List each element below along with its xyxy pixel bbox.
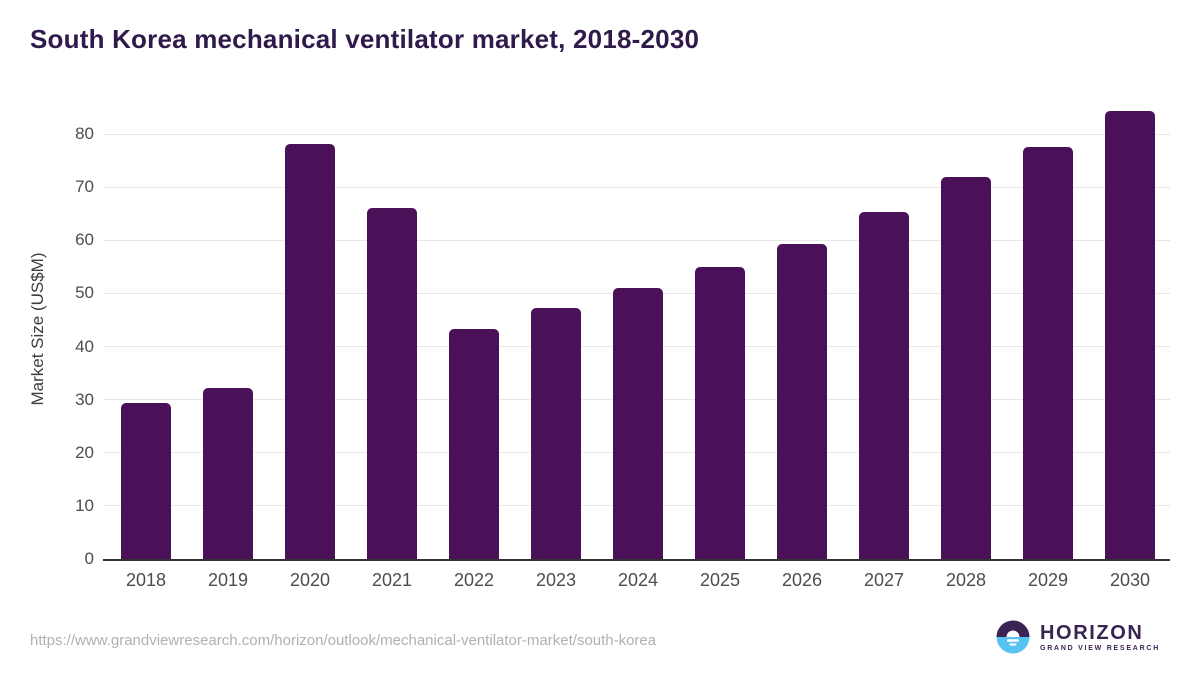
gridline-70 [103,186,1170,188]
bar-2027 [859,212,909,559]
logo-title: HORIZON [1040,621,1144,644]
bar-2022 [449,328,499,559]
gridline-80 [103,133,1170,135]
x-tick-2026: 2026 [781,570,823,590]
y-tick-40: 40 [75,336,94,356]
y-tick-50: 50 [75,283,94,303]
x-tick-2024: 2024 [617,570,659,590]
bar-2018 [121,402,171,559]
y-tick-80: 80 [75,124,94,143]
horizon-sunset-icon [996,620,1030,654]
bar-2023 [531,308,581,559]
logo-text-block: HORIZON GRAND VIEW RESEARCH [1040,621,1160,652]
x-tick-2021: 2021 [371,570,413,590]
y-tick-20: 20 [75,442,94,462]
y-tick-60: 60 [75,230,94,250]
x-tick-2018: 2018 [125,570,167,590]
y-tick-70: 70 [75,177,94,197]
chart-title: South Korea mechanical ventilator market… [30,24,700,54]
logo-subtitle: GRAND VIEW RESEARCH [1040,644,1160,652]
y-tick-30: 30 [75,389,94,409]
bar-2026 [777,243,827,559]
bar-2019 [203,387,253,559]
bar-2030 [1105,111,1155,559]
x-tick-2025: 2025 [699,570,741,590]
x-tick-2028: 2028 [945,570,987,590]
x-tick-2020: 2020 [289,570,331,590]
x-tick-2029: 2029 [1027,570,1069,590]
y-axis-ticks: 0 10 20 30 40 50 60 70 80 [42,100,94,568]
horizon-logo: HORIZON GRAND VIEW RESEARCH [996,620,1160,654]
x-tick-2019: 2019 [207,570,249,590]
bar-2025 [695,266,745,559]
bar-2021 [367,207,417,559]
plot-area [103,100,1170,561]
y-tick-0: 0 [84,549,94,568]
x-axis-labels: 2018 2019 2020 2021 2022 2023 2024 2025 2026 2027… [103,570,1170,596]
bar-2020 [285,144,335,559]
y-tick-10: 10 [75,495,94,515]
bar-2028 [941,177,991,559]
x-tick-2027: 2027 [863,570,905,590]
bar-2024 [613,288,663,559]
source-url: https://www.grandviewresearch.com/horizo… [30,632,657,649]
x-tick-2030: 2030 [1109,570,1151,590]
gridline-60 [103,239,1170,241]
x-tick-2022: 2022 [453,570,495,590]
x-tick-2023: 2023 [535,570,577,590]
bar-2029 [1023,146,1073,559]
